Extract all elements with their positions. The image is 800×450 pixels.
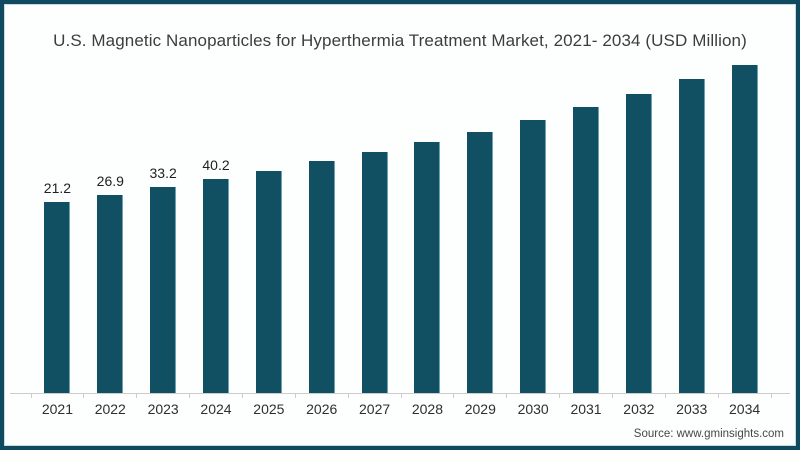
axis-tick xyxy=(770,393,772,398)
bars-container: 21.2 26.9 33.2 40.2 xyxy=(31,57,771,393)
bar-2031 xyxy=(573,107,600,393)
bar-slot xyxy=(401,57,454,393)
axis-tick xyxy=(453,393,455,398)
x-axis-line xyxy=(10,393,790,394)
bar-2022 xyxy=(97,195,124,393)
x-axis-label-2032: 2032 xyxy=(623,401,655,417)
bar-value-label: 33.2 xyxy=(149,165,177,182)
bar-value-label: 26.9 xyxy=(96,173,124,190)
x-axis-label-2030: 2030 xyxy=(517,401,549,417)
bar-2032 xyxy=(625,94,652,393)
axis-tick xyxy=(30,393,32,398)
x-axis-label-2025: 2025 xyxy=(253,401,285,417)
x-axis-labels: 2021 2022 2023 2024 2025 2026 2027 2028 2029 2030… xyxy=(31,401,771,417)
axis-tick xyxy=(189,393,191,398)
axis-tick xyxy=(136,393,138,398)
bar-slot xyxy=(454,57,507,393)
bar-2028 xyxy=(414,141,441,393)
x-axis-label-2033: 2033 xyxy=(676,401,708,417)
axis-tick xyxy=(400,393,402,398)
plot-area: 21.2 26.9 33.2 40.2 2021 2022 2023 2024 2025 202… xyxy=(4,4,796,446)
axis-tick xyxy=(83,393,85,398)
x-axis-label-2022: 2022 xyxy=(94,401,126,417)
axis-tick xyxy=(664,393,666,398)
bar-2025 xyxy=(255,170,282,393)
bar-slot xyxy=(507,57,560,393)
bar-slot xyxy=(560,57,613,393)
bar-slot: 21.2 xyxy=(31,57,84,393)
bar-slot xyxy=(295,57,348,393)
bar-slot xyxy=(612,57,665,393)
bar-2029 xyxy=(467,131,494,393)
x-axis-label-2027: 2027 xyxy=(359,401,391,417)
x-axis-label-2024: 2024 xyxy=(200,401,232,417)
bar-value-label: 40.2 xyxy=(202,157,230,174)
bar-2023 xyxy=(150,187,177,393)
bar-2027 xyxy=(361,152,388,393)
bar-slot xyxy=(665,57,718,393)
axis-tick xyxy=(506,393,508,398)
x-axis-label-2021: 2021 xyxy=(41,401,73,417)
x-axis-ticks xyxy=(30,393,772,398)
bar-2021 xyxy=(44,202,71,393)
axis-tick xyxy=(717,393,719,398)
bar-slot xyxy=(242,57,295,393)
x-axis-label-2026: 2026 xyxy=(306,401,338,417)
chart-title: U.S. Magnetic Nanoparticles for Hyperthe… xyxy=(53,31,747,50)
axis-tick xyxy=(294,393,296,398)
bar-value-label: 21.2 xyxy=(43,180,72,196)
bar-2033 xyxy=(678,79,705,393)
bar-slot: 33.2 xyxy=(137,57,190,393)
x-axis-label-2031: 2031 xyxy=(570,401,602,417)
bar-2024 xyxy=(203,179,229,393)
bar-slot: 40.2 xyxy=(190,57,243,393)
axis-tick xyxy=(611,393,613,398)
bar-2026 xyxy=(308,160,335,393)
axis-tick xyxy=(559,393,561,398)
bar-2030 xyxy=(520,120,547,393)
bar-slot xyxy=(348,57,401,393)
x-axis-label-2023: 2023 xyxy=(147,401,179,417)
axis-tick xyxy=(347,393,349,398)
bar-slot: 26.9 xyxy=(84,57,137,393)
bar-2034 xyxy=(731,65,758,393)
axis-tick xyxy=(241,393,243,398)
x-axis-label-2029: 2029 xyxy=(464,401,496,417)
source-credit: Source: www.gminsights.com xyxy=(633,428,784,440)
x-axis-label-2034: 2034 xyxy=(729,401,761,417)
x-axis-label-2028: 2028 xyxy=(411,401,444,417)
bar-slot xyxy=(718,57,771,393)
